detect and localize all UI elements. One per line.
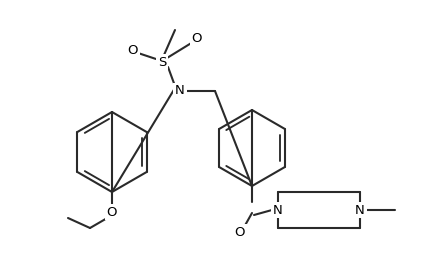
Text: O: O bbox=[192, 31, 202, 44]
Text: O: O bbox=[235, 226, 245, 239]
Text: O: O bbox=[128, 43, 138, 56]
Text: N: N bbox=[175, 85, 185, 98]
Text: N: N bbox=[355, 203, 365, 216]
Text: S: S bbox=[158, 56, 166, 69]
Text: O: O bbox=[107, 205, 117, 218]
Text: N: N bbox=[273, 203, 283, 216]
